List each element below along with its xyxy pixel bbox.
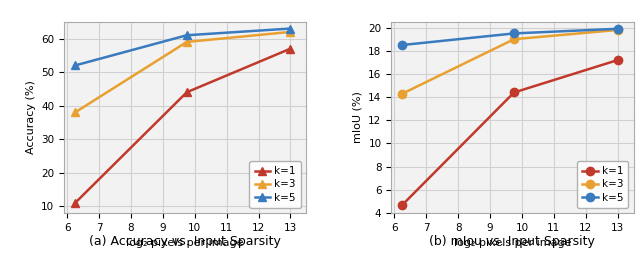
Y-axis label: mIoU (%): mIoU (%) <box>353 91 363 143</box>
k=5 <box>287 27 294 30</box>
k=1 <box>614 58 621 62</box>
X-axis label: log₂ pixels per image: log₂ pixels per image <box>454 238 571 248</box>
Line: k=5: k=5 <box>398 25 622 49</box>
k=3 <box>71 111 79 114</box>
k=3 <box>399 92 406 95</box>
k=5 <box>510 32 518 35</box>
Line: k=1: k=1 <box>71 44 294 207</box>
k=3 <box>614 28 621 32</box>
Line: k=3: k=3 <box>398 26 622 98</box>
Line: k=3: k=3 <box>71 28 294 117</box>
X-axis label: log₂ pixels per image: log₂ pixels per image <box>127 238 244 248</box>
k=1 <box>287 47 294 50</box>
Text: (b) mIou vs. Input Sparsity: (b) mIou vs. Input Sparsity <box>429 235 595 248</box>
Legend: k=1, k=3, k=5: k=1, k=3, k=5 <box>577 161 628 208</box>
k=3 <box>183 40 191 44</box>
k=1 <box>183 91 191 94</box>
Line: k=5: k=5 <box>71 24 294 70</box>
Line: k=1: k=1 <box>398 56 622 209</box>
Y-axis label: Accuracy (%): Accuracy (%) <box>26 81 36 154</box>
k=5 <box>399 43 406 47</box>
k=1 <box>399 203 406 206</box>
k=5 <box>183 34 191 37</box>
k=5 <box>614 27 621 30</box>
k=1 <box>71 201 79 204</box>
Text: (a) Accuracy vs. Input Sparsity: (a) Accuracy vs. Input Sparsity <box>89 235 281 248</box>
k=3 <box>287 30 294 34</box>
k=5 <box>71 64 79 67</box>
k=3 <box>510 38 518 41</box>
Legend: k=1, k=3, k=5: k=1, k=3, k=5 <box>250 161 301 208</box>
k=1 <box>510 91 518 94</box>
